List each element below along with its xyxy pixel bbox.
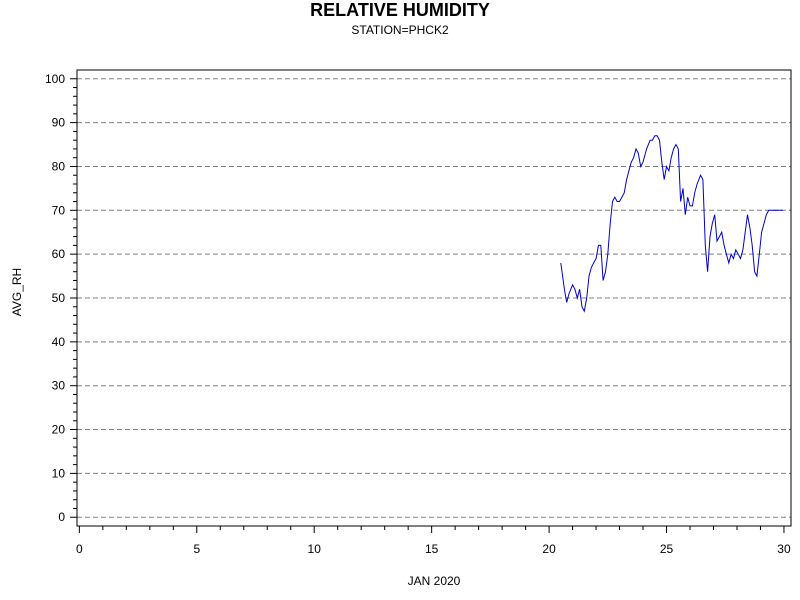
y-tick-label: 80: [52, 159, 66, 173]
y-tick-label: 90: [52, 116, 66, 130]
y-tick-label: 40: [52, 335, 66, 349]
x-axis-label: JAN 2020: [408, 574, 461, 588]
x-tick-label: 30: [777, 542, 791, 556]
y-tick-label: 60: [52, 247, 66, 261]
x-tick-label: 0: [76, 542, 83, 556]
series-line-0: [560, 135, 783, 313]
x-tick-label: 20: [542, 542, 556, 556]
x-tick-label: 25: [660, 542, 674, 556]
x-axis: 0 5 10 15 20 25 30: [76, 526, 791, 556]
x-tick-label: 5: [193, 542, 200, 556]
y-tick-label: 70: [52, 203, 66, 217]
y-axis-label: AVG_RH: [10, 268, 24, 316]
chart-subtitle: STATION=PHCK2: [351, 23, 449, 37]
data-series: [560, 135, 783, 313]
y-tick-label: 20: [52, 423, 66, 437]
x-tick-label: 15: [425, 542, 439, 556]
y-tick-label: 0: [58, 510, 65, 524]
chart-title: RELATIVE HUMIDITY: [310, 0, 490, 20]
y-tick-label: 10: [52, 466, 66, 480]
y-tick-label: 50: [52, 291, 66, 305]
y-axis: 0 10 20 30 40 50 60 70 80 90 100: [45, 72, 77, 524]
grid-lines: [77, 78, 791, 518]
x-tick-label: 10: [308, 542, 322, 556]
y-tick-label: 30: [52, 379, 66, 393]
y-tick-label: 100: [45, 72, 65, 86]
